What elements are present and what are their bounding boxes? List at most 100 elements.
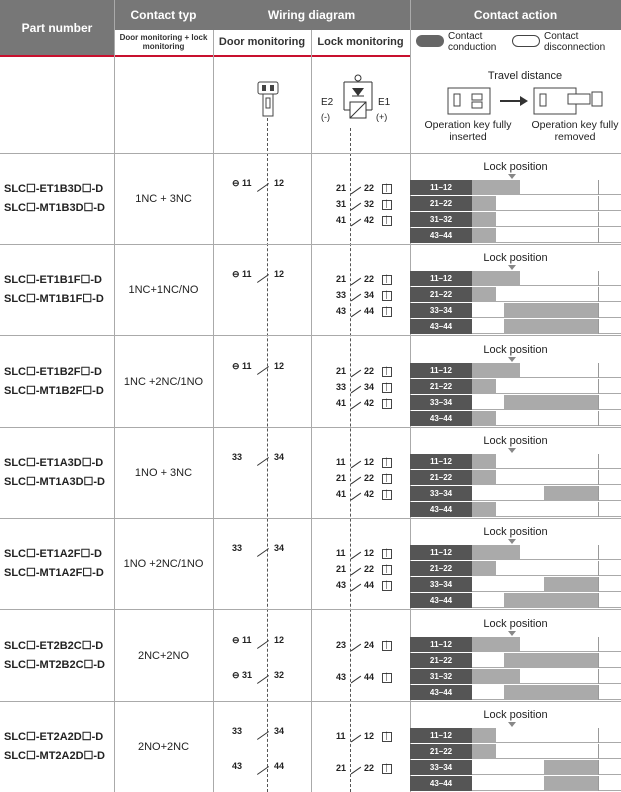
conduction-bar bbox=[472, 669, 520, 684]
contact-wire bbox=[350, 401, 362, 410]
positive-opening-icon: │ bbox=[382, 184, 392, 194]
legend-conduction-label: Contact conduction bbox=[448, 31, 497, 53]
lock-position-label: Lock position bbox=[483, 252, 548, 264]
lock-position-label: Lock position bbox=[483, 161, 548, 173]
contact-action-row: 31–32 bbox=[410, 212, 621, 227]
operation-key-icon bbox=[257, 81, 279, 117]
travel-end-line bbox=[598, 395, 599, 410]
contact-type: 1NC + 3NC bbox=[135, 193, 192, 205]
row-divider bbox=[0, 518, 621, 519]
contact-action-row: 33–34 bbox=[410, 760, 621, 775]
contact-action-row: 31–32 bbox=[410, 669, 621, 684]
contact-action-row: 33–34 bbox=[410, 486, 621, 501]
part-number: SLC☐-ET1A3D☐-D bbox=[4, 457, 104, 469]
header-contact-action: Contact action bbox=[410, 0, 621, 30]
travel-end-line bbox=[598, 637, 599, 652]
lock-contact-terminal: 21 bbox=[336, 473, 347, 483]
lock-contact-terminal: 22 bbox=[364, 473, 375, 483]
contact-action-row: 43–44 bbox=[410, 411, 621, 426]
conduction-bar bbox=[544, 760, 598, 775]
contact-wire bbox=[350, 551, 362, 560]
lock-position-marker bbox=[508, 722, 516, 727]
part-number: SLC☐-MT2B2C☐-D bbox=[4, 659, 105, 671]
contact-pair-label: 21–22 bbox=[410, 379, 472, 394]
row-divider bbox=[0, 701, 621, 702]
conduction-bar bbox=[504, 653, 598, 668]
contact-wire bbox=[350, 202, 362, 211]
contact-pair-label: 21–22 bbox=[410, 470, 472, 485]
conduction-bar bbox=[472, 470, 496, 485]
contact-action-row: 43–44 bbox=[410, 593, 621, 608]
lock-contact-terminal: 11 bbox=[336, 548, 346, 558]
contact-pair-label: 31–32 bbox=[410, 212, 472, 227]
contact-pair-label: 33–34 bbox=[410, 577, 472, 592]
travel-end-line bbox=[598, 470, 599, 485]
contact-action-row: 21–22 bbox=[410, 470, 621, 485]
col-divider bbox=[114, 0, 115, 792]
contact-action-row: 43–44 bbox=[410, 685, 621, 700]
row-divider bbox=[0, 427, 621, 428]
conduction-bar bbox=[504, 319, 598, 334]
positive-opening-icon: │ bbox=[382, 291, 392, 301]
part-number: SLC☐-MT1A2F☐-D bbox=[4, 567, 104, 579]
travel-distance-label: Travel distance bbox=[487, 70, 563, 82]
travel-end-line bbox=[598, 379, 599, 394]
conduction-bar bbox=[472, 411, 496, 426]
lock-contact-terminal: 43 bbox=[336, 672, 347, 682]
contact-pair-label: 31–32 bbox=[410, 669, 472, 684]
conduction-bar bbox=[504, 395, 598, 410]
contact-action-row: 43–44 bbox=[410, 502, 621, 517]
contact-wire bbox=[350, 309, 362, 318]
contact-wire bbox=[350, 766, 362, 775]
lock-position-marker bbox=[508, 357, 516, 362]
lock-contact-terminal: 11 bbox=[336, 457, 346, 467]
travel-end-line bbox=[598, 303, 599, 318]
conduction-bar bbox=[472, 363, 520, 378]
door-contact-terminal: 33 bbox=[232, 726, 243, 736]
part-number: SLC☐-ET2B2C☐-D bbox=[4, 640, 104, 652]
contact-pair-label: 33–34 bbox=[410, 395, 472, 410]
contact-type: 1NO + 3NC bbox=[134, 467, 193, 479]
contact-pair-label: 33–34 bbox=[410, 303, 472, 318]
part-number: SLC☐-ET1B2F☐-D bbox=[4, 366, 102, 378]
lock-contact-terminal: 22 bbox=[364, 763, 375, 773]
contact-pair-label: 11–12 bbox=[410, 180, 472, 195]
travel-end-line bbox=[598, 363, 599, 378]
lock-contact-terminal: 21 bbox=[336, 564, 347, 574]
contact-pair-label: 43–44 bbox=[410, 228, 472, 243]
travel-end-line bbox=[598, 561, 599, 576]
contact-pair-label: 43–44 bbox=[410, 685, 472, 700]
part-number: SLC☐-MT1A3D☐-D bbox=[4, 476, 105, 488]
lock-position-label: Lock position bbox=[483, 435, 548, 447]
travel-end-line bbox=[598, 228, 599, 243]
legend-disconnection-label: Contact disconnection bbox=[544, 31, 606, 53]
contact-pair-label: 43–44 bbox=[410, 319, 472, 334]
positive-opening-icon: │ bbox=[382, 673, 392, 683]
legend-conduction-swatch bbox=[416, 35, 444, 47]
contact-pair-label: 11–12 bbox=[410, 271, 472, 286]
part-number: SLC☐-MT1B2F☐-D bbox=[4, 385, 104, 397]
contact-wire bbox=[350, 492, 362, 501]
lock-contact-terminal: 21 bbox=[336, 763, 347, 773]
row-divider bbox=[0, 609, 621, 610]
contact-action-row: 11–12 bbox=[410, 454, 621, 469]
travel-end-line bbox=[598, 196, 599, 211]
lock-contact-terminal: 44 bbox=[364, 580, 375, 590]
contact-action-row: 43–44 bbox=[410, 228, 621, 243]
contact-wire bbox=[350, 385, 362, 394]
positive-opening-icon: │ bbox=[382, 732, 392, 742]
subheader-lock-monitoring: Lock monitoring bbox=[317, 36, 404, 48]
door-contact-terminal: 33 bbox=[232, 452, 243, 462]
positive-opening-icon: │ bbox=[382, 399, 392, 409]
travel-end-line bbox=[598, 776, 599, 791]
travel-end-line bbox=[598, 760, 599, 775]
door-contact-terminal: ⊖ 31 bbox=[232, 670, 253, 680]
door-contact-terminal: 32 bbox=[274, 670, 285, 680]
lock-contact-terminal: 42 bbox=[364, 398, 375, 408]
contact-type: 2NC+2NO bbox=[137, 650, 190, 662]
contact-pair-label: 43–44 bbox=[410, 411, 472, 426]
lock-contact-terminal: 42 bbox=[364, 215, 375, 225]
door-contact-terminal: 33 bbox=[232, 543, 243, 553]
header-contact-type: Contact typ bbox=[114, 0, 213, 30]
conduction-bar bbox=[544, 577, 598, 592]
